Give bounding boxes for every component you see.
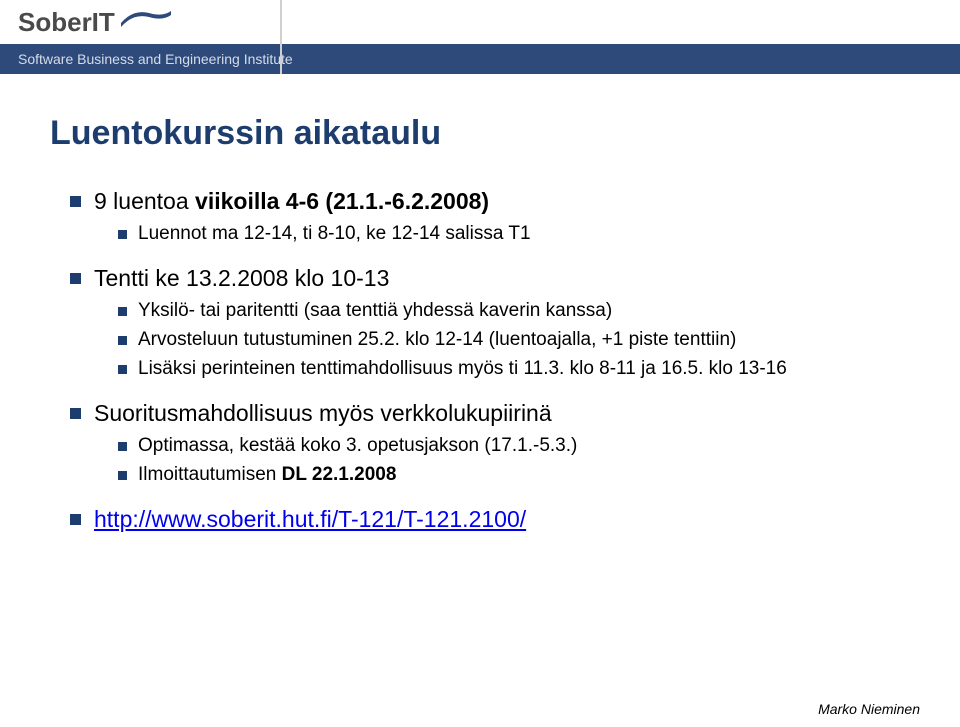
bullet-bold: viikoilla 4-6 (21.1.-6.2.2008) (195, 188, 489, 214)
course-link[interactable]: http://www.soberit.hut.fi/T-121/T-121.21… (94, 506, 526, 532)
list-item: 9 luentoa viikoilla 4-6 (21.1.-6.2.2008)… (70, 187, 910, 246)
footer-author: Marko Nieminen (818, 701, 920, 717)
slide-title: Luentokurssin aikataulu (50, 114, 910, 153)
list-item: http://www.soberit.hut.fi/T-121/T-121.21… (70, 505, 910, 534)
list-item: Ilmoittautumisen DL 22.1.2008 (118, 463, 910, 488)
bullet-lead: Suoritusmahdollisuus myös verkkolukupiir… (94, 400, 552, 426)
list-item: Lisäksi perinteinen tenttimahdollisuus m… (118, 357, 910, 382)
list-item: Optimassa, kestää koko 3. opetusjakson (… (118, 434, 910, 459)
logo-text: SoberIT (18, 7, 115, 38)
header-subtitle: Software Business and Engineering Instit… (18, 51, 293, 67)
logo-swoosh-icon (119, 7, 173, 34)
slide-content: Luentokurssin aikataulu 9 luentoa viikoi… (0, 74, 960, 534)
header-top: SoberIT (0, 0, 960, 44)
header-bottom-bar: Software Business and Engineering Instit… (0, 44, 960, 74)
bullet-lead: 9 luentoa (94, 188, 195, 214)
header-divider (280, 0, 282, 74)
list-item: Luennot ma 12-14, ti 8-10, ke 12-14 sali… (118, 222, 910, 247)
sub-list: Yksilö- tai paritentti (saa tenttiä yhde… (94, 299, 910, 381)
sub-list: Optimassa, kestää koko 3. opetusjakson (… (94, 434, 910, 487)
list-item: Suoritusmahdollisuus myös verkkolukupiir… (70, 399, 910, 487)
list-item: Arvosteluun tutustuminen 25.2. klo 12-14… (118, 328, 910, 353)
sub-pre: Ilmoittautumisen (138, 464, 282, 485)
slide-header: SoberIT Software Business and Engineerin… (0, 0, 960, 74)
list-item: Tentti ke 13.2.2008 klo 10-13 Yksilö- ta… (70, 264, 910, 381)
main-bullet-list: 9 luentoa viikoilla 4-6 (21.1.-6.2.2008)… (50, 187, 910, 534)
bullet-lead: Tentti ke 13.2.2008 klo 10-13 (94, 265, 389, 291)
sub-bold: DL 22.1.2008 (282, 464, 397, 485)
sub-list: Luennot ma 12-14, ti 8-10, ke 12-14 sali… (94, 222, 910, 247)
list-item: Yksilö- tai paritentti (saa tenttiä yhde… (118, 299, 910, 324)
